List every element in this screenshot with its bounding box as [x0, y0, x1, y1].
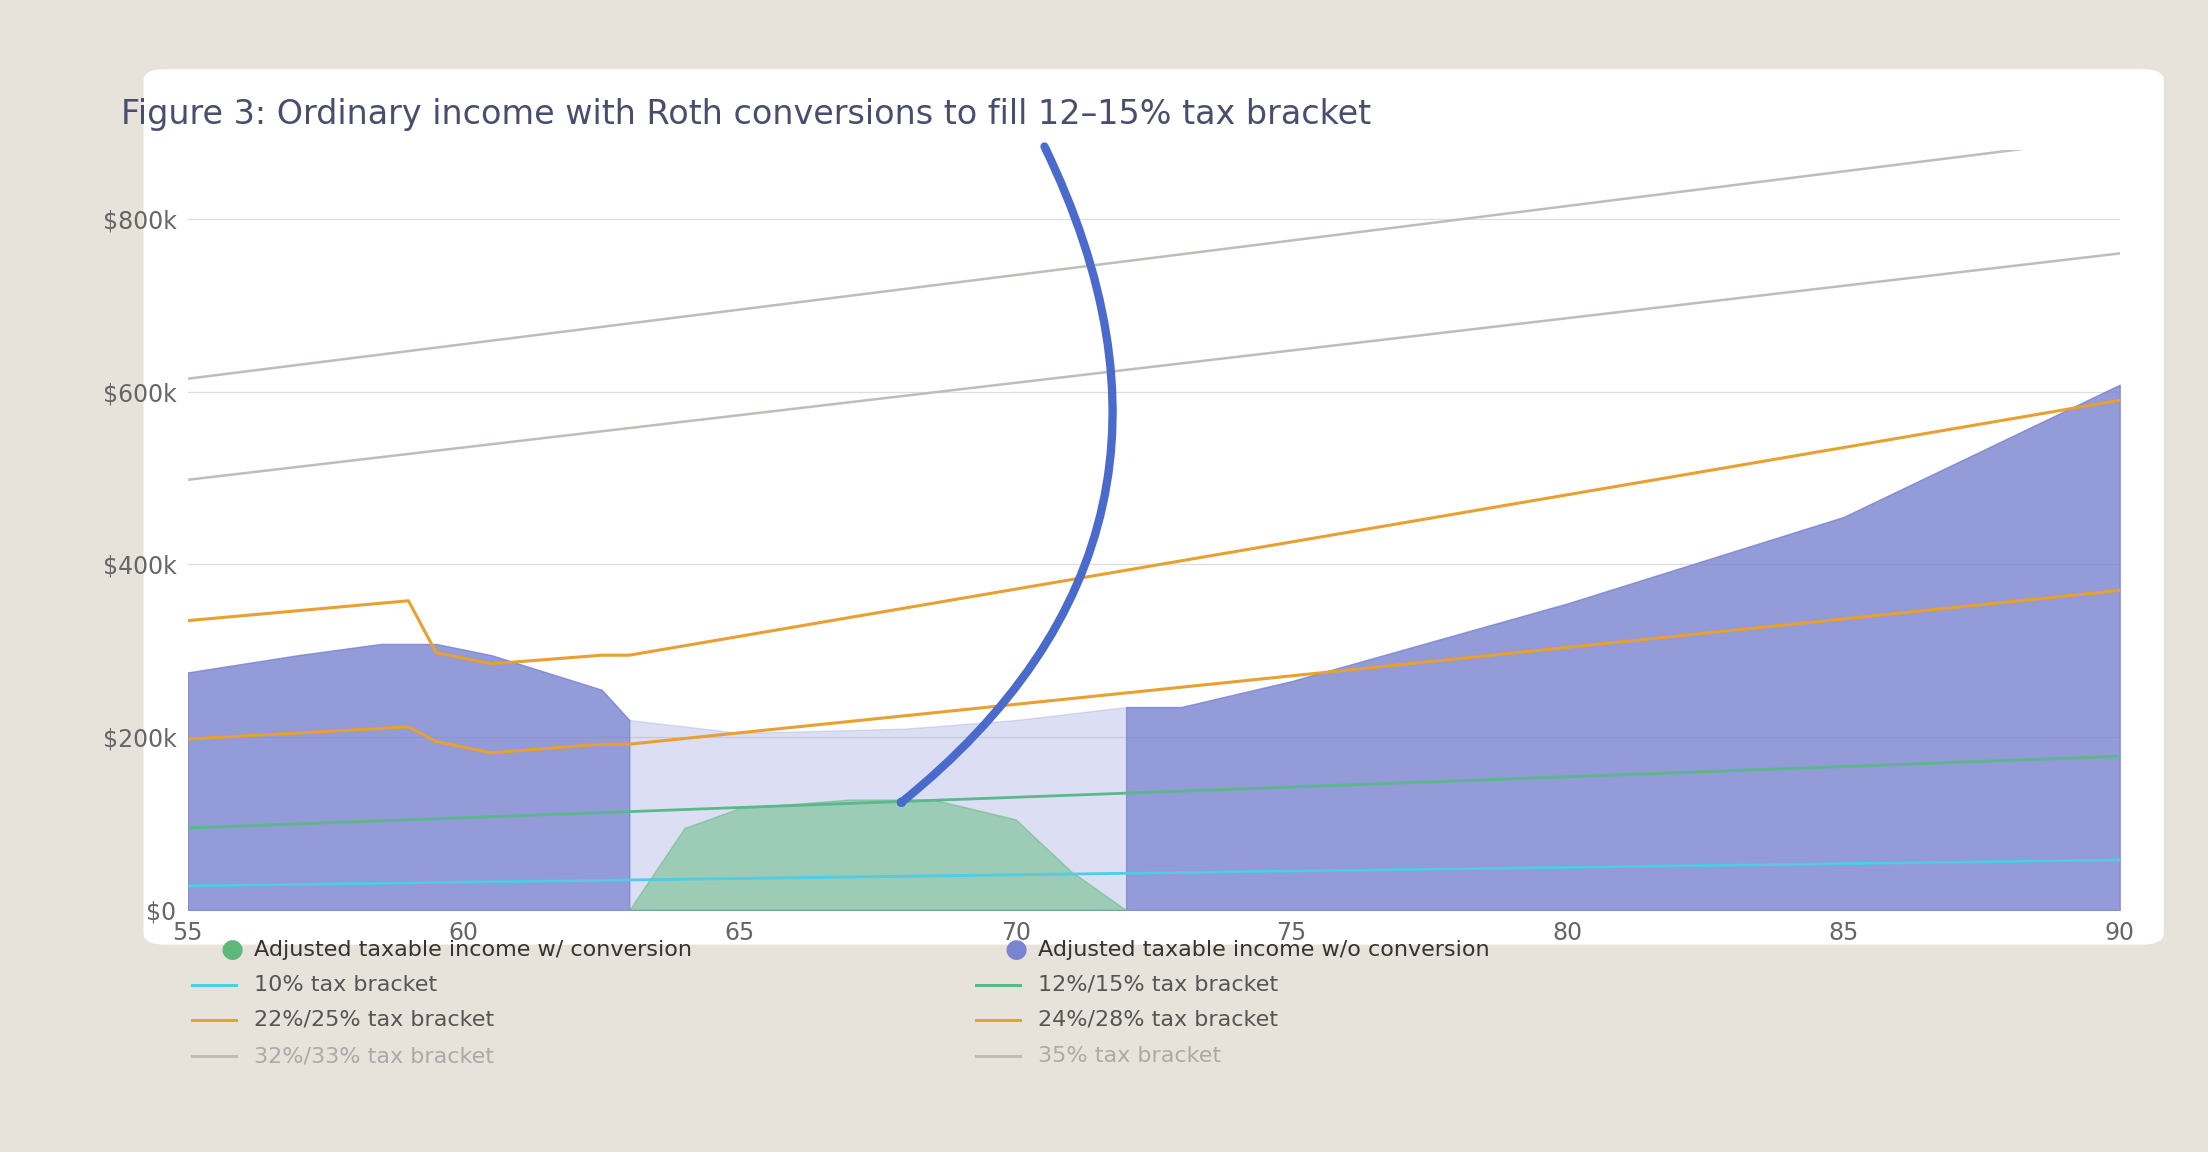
Text: 12%/15% tax bracket: 12%/15% tax bracket: [1038, 975, 1278, 995]
Text: Adjusted taxable income w/ conversion: Adjusted taxable income w/ conversion: [254, 940, 691, 961]
Text: Adjusted taxable income w/o conversion: Adjusted taxable income w/o conversion: [1038, 940, 1490, 961]
Text: 10% tax bracket: 10% tax bracket: [254, 975, 437, 995]
Text: ●: ●: [221, 938, 243, 963]
Text: 24%/28% tax bracket: 24%/28% tax bracket: [1038, 1009, 1278, 1030]
Text: 22%/25% tax bracket: 22%/25% tax bracket: [254, 1009, 495, 1030]
Text: ●: ●: [1005, 938, 1027, 963]
Text: 32%/33% tax bracket: 32%/33% tax bracket: [254, 1046, 495, 1067]
Text: 35% tax bracket: 35% tax bracket: [1038, 1046, 1221, 1067]
Text: Figure 3: Ordinary income with Roth conversions to fill 12–15% tax bracket: Figure 3: Ordinary income with Roth conv…: [121, 98, 1371, 131]
